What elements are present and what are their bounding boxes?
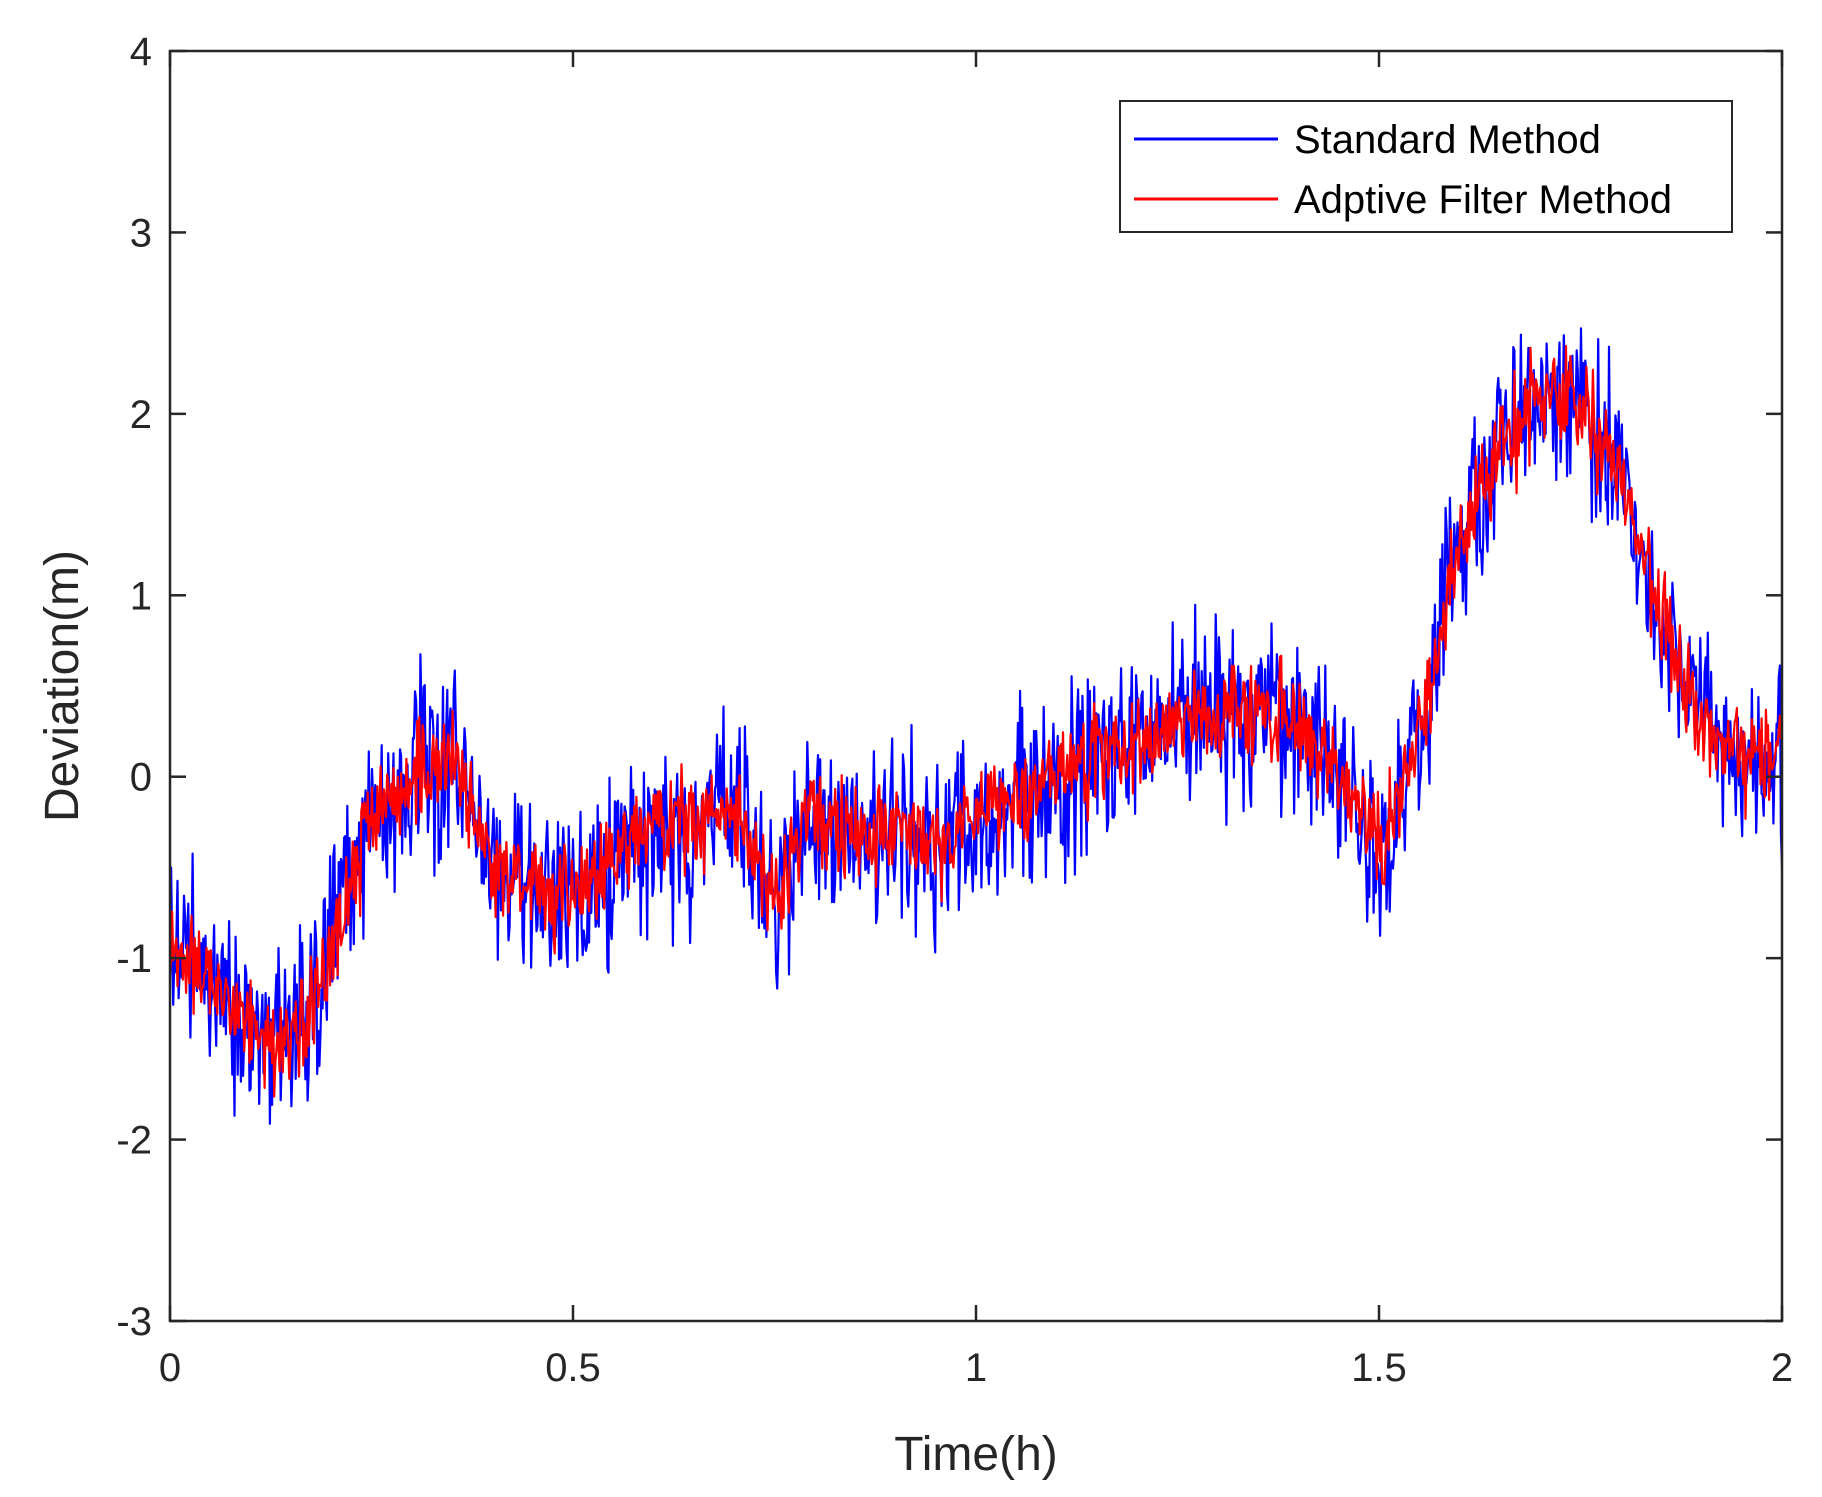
plot-area	[170, 51, 1782, 1321]
x-tick-label: 1.5	[1351, 1346, 1407, 1390]
x-tick-label: 0.5	[545, 1346, 601, 1390]
ticks-layer: 0 0.5 1 1.5 2 -3 -2 -1 0 1 2 3 4	[116, 30, 1793, 1390]
y-tick-label: 1	[130, 574, 152, 618]
series-layer	[170, 327, 1782, 1125]
x-tick-label: 0	[159, 1346, 181, 1390]
legend-label-adptive-filter-method: Adptive Filter Method	[1294, 178, 1672, 222]
x-tick-label: 2	[1771, 1346, 1793, 1390]
series-line-standard-method	[170, 327, 1782, 1125]
x-axis-title: Time(h)	[894, 1428, 1058, 1481]
legend-label-standard-method: Standard Method	[1294, 118, 1601, 162]
y-tick-label: 2	[130, 393, 152, 437]
series-line-adptive-filter-method	[170, 345, 1782, 1098]
y-tick-label: -2	[116, 1119, 152, 1163]
y-tick-label: 3	[130, 211, 152, 255]
x-tick-label: 1	[965, 1346, 987, 1390]
y-axis-title: Deviation(m)	[36, 550, 89, 822]
y-tick-label: 0	[130, 756, 152, 800]
y-tick-label: 4	[130, 30, 152, 74]
y-tick-label: -1	[116, 937, 152, 981]
legend: Standard Method Adptive Filter Method	[1119, 100, 1733, 233]
legend-box	[1119, 100, 1733, 233]
y-tick-label: -3	[116, 1300, 152, 1344]
